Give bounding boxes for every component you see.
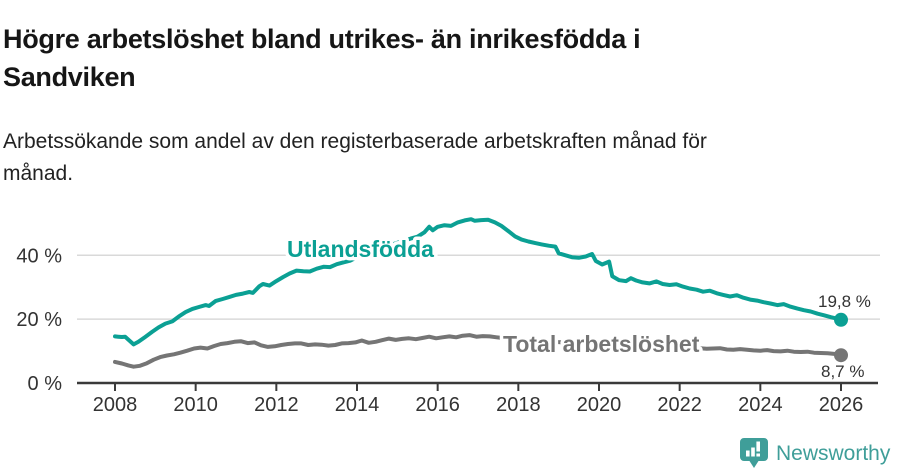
x-tick-label: 2010 [173, 394, 218, 416]
chart-subtitle: Arbetssökande som andel av den registerb… [3, 126, 883, 190]
gridlines [77, 254, 880, 320]
end-point-dots [833, 312, 848, 363]
y-tick-label: 40 % [16, 245, 62, 267]
x-tick-label: 2024 [738, 394, 783, 416]
y-tick-label: 20 % [16, 309, 62, 331]
x-tick-label: 2012 [254, 394, 299, 416]
newsworthy-logo[interactable]: Newsworthy [739, 437, 890, 470]
axes: 0 % 20 % 40 % 2008 2010 2012 2014 2016 2018 2020 2… [16, 245, 878, 416]
end-value-label-utlandsfodda: 19,8 % [818, 292, 871, 311]
x-tick-label: 2016 [415, 394, 460, 416]
newsworthy-wordmark: Newsworthy [776, 441, 891, 465]
series-lines [113, 217, 843, 369]
x-tick-label: 2022 [657, 394, 702, 416]
series-label-total-arbetsloshet: Total arbetslöshet [503, 331, 700, 357]
y-tick-label: 0 % [28, 373, 63, 395]
title-line-1: Högre arbetslöshet bland utrikes- än inr… [3, 24, 641, 55]
subtitle-line-1: Arbetssökande som andel av den registerb… [3, 130, 707, 153]
title-line-2: Sandviken [3, 62, 136, 93]
x-tick-label: 2008 [93, 394, 138, 416]
end-value-label-total: 8,7 % [821, 362, 864, 381]
x-tick-label: 2014 [335, 394, 380, 416]
series-line-0 [113, 217, 843, 347]
end-dot-1 [833, 348, 848, 363]
page-title: Högre arbetslöshet bland utrikes- än inr… [3, 20, 883, 96]
x-tick-label: 2026 [819, 394, 864, 416]
subtitle-line-2: månad. [3, 162, 74, 185]
newsworthy-icon [740, 438, 768, 468]
series-line-1 [113, 333, 843, 369]
series-label-utlandsfodda: Utlandsfödda [287, 236, 434, 262]
x-tick-label: 2018 [496, 394, 541, 416]
end-dot-0 [833, 312, 848, 327]
x-tick-label: 2020 [577, 394, 622, 416]
